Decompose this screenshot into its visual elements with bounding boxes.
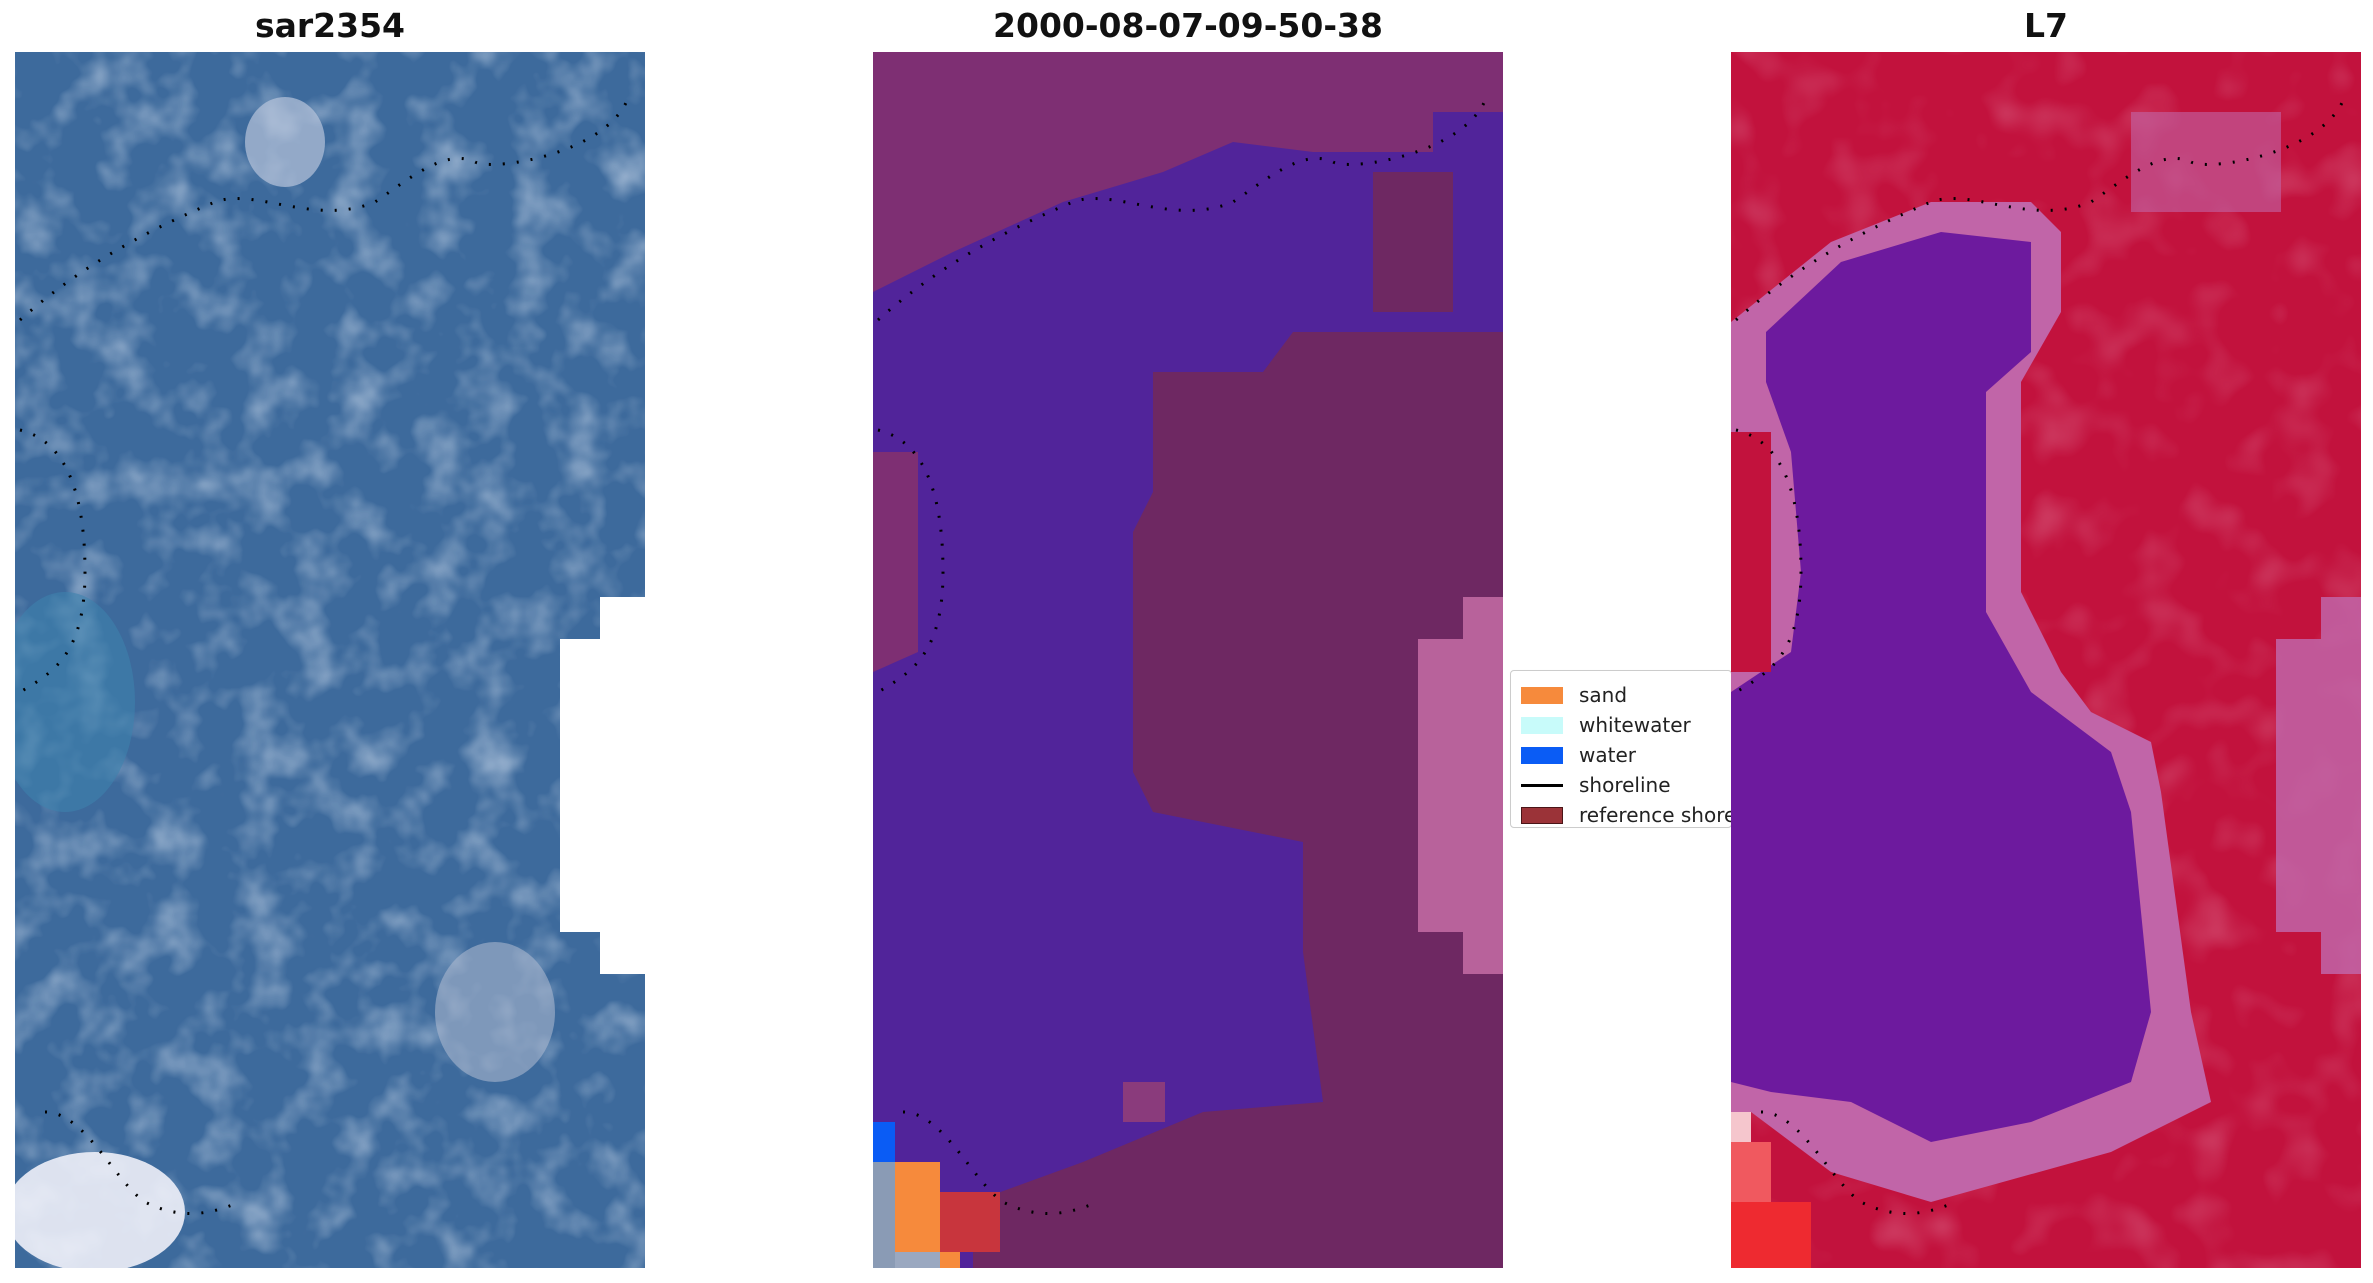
classified-image [873,52,1503,1268]
legend-item-water: water [1521,740,1731,770]
sand-pixels [895,1162,940,1252]
legend-item-sand: sand [1521,680,1731,710]
legend: sand whitewater water shoreline referenc… [1510,670,1732,828]
reference-shoreline-swatch [1521,806,1563,824]
legend-label-water: water [1579,743,1636,767]
whitewater-swatch [1521,716,1563,734]
classification-panel [873,52,1503,1268]
water-swatch [1521,746,1563,764]
legend-label-sand: sand [1579,683,1628,707]
water-pixels [873,1122,895,1162]
legend-label-reference-shoreline: reference shoreline [1579,803,1731,827]
legend-label-whitewater: whitewater [1579,713,1691,737]
legend-item-whitewater: whitewater [1521,710,1731,740]
legend-label-shoreline: shoreline [1579,773,1671,797]
sand-swatch [1521,686,1563,704]
panel-title-date: 2000-08-07-09-50-38 [993,6,1383,45]
l7-index-panel [1731,52,2361,1268]
shoreline-line-swatch [1521,783,1563,787]
panel-title-sar2354: sar2354 [254,6,406,45]
panel-title-l7: L7 [2024,6,2068,45]
legend-item-reference-shoreline: reference shoreline [1521,800,1731,827]
rgb-image [15,52,645,1268]
l7-index-image [1731,52,2361,1268]
rgb-image-panel [15,52,645,1268]
legend-item-shoreline: shoreline [1521,770,1731,800]
